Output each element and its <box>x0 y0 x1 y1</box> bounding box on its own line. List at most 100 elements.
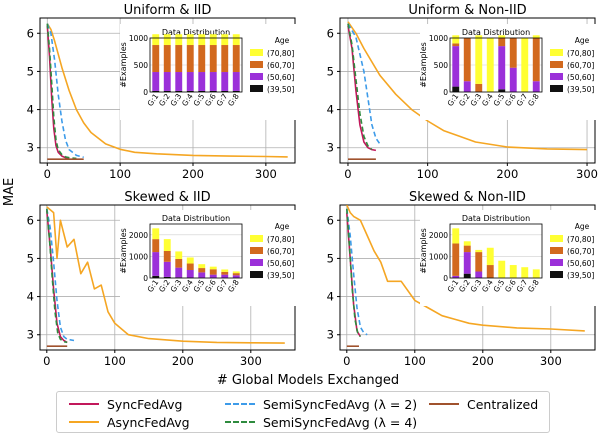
y-tick-label: 4 <box>27 290 34 304</box>
inset-bar-segment <box>452 275 460 278</box>
inset-legend-swatch <box>250 235 263 242</box>
x-tick-label: 200 <box>182 167 204 181</box>
panel-title: Uniform & Non-IID <box>408 3 526 18</box>
legend-swatch-sync <box>69 403 99 405</box>
x-tick-label: 0 <box>43 354 50 368</box>
inset-bar-segment <box>486 38 494 92</box>
inset-bar-segment <box>463 241 471 246</box>
inset-bar-segment <box>163 34 171 46</box>
inset-bar-segment <box>175 72 183 91</box>
legend: SyncFedAvg AsyncFedAvg SemiSyncFedAvg (λ… <box>56 391 550 433</box>
panel-1: Uniform & IID 0 100 200 300 3 4 5 6 Data Distribu… <box>27 3 322 181</box>
legend-item-central: Centralized <box>429 395 538 413</box>
inset-bar-segment <box>198 72 206 91</box>
inset-bar-segment <box>475 35 483 84</box>
inset-y-tick-label: 0 <box>443 274 448 283</box>
inset-frame <box>149 223 243 279</box>
inset-legend-swatch <box>250 61 263 68</box>
panel-title: Skewed & IID <box>124 190 210 205</box>
panel-2: Uniform & Non-IID 0 100 200 300 3 4 5 6 Data Dist… <box>327 3 602 181</box>
legend-label-sync: SyncFedAvg <box>107 396 183 412</box>
series-line-semi4 <box>347 23 373 151</box>
inset-legend-swatch <box>250 73 263 80</box>
inset-ylabel: #Examples <box>419 228 428 274</box>
inset-y-tick-label: 2000 <box>429 231 448 240</box>
inset-bar-segment <box>186 270 194 278</box>
inset-legend-label: (39,50] <box>267 271 294 280</box>
inset-bar-segment <box>532 38 540 82</box>
inset-y-tick-label: 500 <box>134 61 149 70</box>
legend-swatch-semi4 <box>225 421 255 423</box>
x-tick-label: 0 <box>343 354 350 368</box>
inset-bar-segment <box>221 45 229 73</box>
inset-bar-segment <box>152 72 160 91</box>
inset-bar-segment <box>209 72 217 91</box>
inset-legend-label: (50,60] <box>567 73 594 82</box>
inset-bar-segment <box>498 35 506 38</box>
legend-label-central: Centralized <box>467 396 539 412</box>
x-tick-label: 300 <box>240 354 262 368</box>
inset-bar-segment <box>475 249 483 253</box>
inset-bar-segment <box>475 271 483 278</box>
x-tick-label: 0 <box>344 167 351 181</box>
inset-bar-segment <box>475 252 483 272</box>
panel-4: Skewed & Non-IID 0 100 200 300 3 4 5 6 Data Distr… <box>327 190 602 368</box>
inset-bar-segment <box>163 251 171 262</box>
inset-bar-segment <box>463 252 471 274</box>
inset-bar-segment <box>163 239 171 251</box>
series-group <box>46 206 285 348</box>
inset-bar-segment <box>452 86 460 92</box>
panel-title: Uniform & IID <box>124 3 212 18</box>
inset-bar-segment <box>463 81 471 92</box>
x-tick-label: 300 <box>255 167 277 181</box>
inset-legend-label: (50,60] <box>267 73 294 82</box>
y-tick-label: 4 <box>27 103 34 117</box>
inset-legend-label: (39,50] <box>567 271 594 280</box>
series-line-async <box>46 206 285 344</box>
inset-bar-segment <box>209 266 217 270</box>
inset-bar-segment <box>232 273 240 276</box>
inset-bar-segment <box>498 46 506 90</box>
series-line-async <box>346 205 585 332</box>
y-tick-label: 3 <box>27 328 34 342</box>
series-group <box>346 205 585 348</box>
inset-title: Data Distribution <box>462 28 530 37</box>
inset-legend-title: Age <box>575 36 590 45</box>
series-group <box>46 23 288 160</box>
inset-1: Data Distribution#Examples05001000G:1G:2… <box>119 24 322 120</box>
inset-legend-swatch <box>250 247 263 254</box>
inset-y-tick-label: 0 <box>443 88 448 97</box>
inset-bar-segment <box>175 251 183 259</box>
inset-bar-segment <box>186 45 194 73</box>
legend-label-async: AsyncFedAvg <box>107 414 190 430</box>
inset-bar-segment <box>209 90 217 92</box>
inset-bar-segment <box>198 268 206 273</box>
inset-bar-segment <box>221 72 229 91</box>
series-line-async <box>347 21 588 151</box>
inset-bar-segment <box>175 258 183 268</box>
inset-bar-segment <box>198 264 206 269</box>
inset-bar-segment <box>486 247 494 266</box>
series-line-semi2 <box>46 23 84 159</box>
inset-bar-segment <box>175 34 183 46</box>
y-tick-label: 3 <box>327 141 334 155</box>
legend-swatch-async <box>69 421 99 423</box>
x-tick-label: 200 <box>172 354 194 368</box>
x-tick-label: 100 <box>109 167 131 181</box>
x-tick-label: 100 <box>104 354 126 368</box>
inset-bar-segment <box>152 275 160 278</box>
inset-legend-label: (70,80] <box>567 235 594 244</box>
x-tick-label: 0 <box>44 167 51 181</box>
x-tick-label: 100 <box>417 167 439 181</box>
inset-y-tick-label: 1000 <box>129 34 148 43</box>
y-tick-label: 5 <box>27 64 34 78</box>
inset-legend-swatch <box>550 247 563 254</box>
inset-legend-label: (60,70] <box>567 247 594 256</box>
inset-legend-swatch <box>550 235 563 242</box>
inset-legend-swatch <box>550 49 563 56</box>
y-tick-label: 6 <box>27 213 34 227</box>
inset-legend-label: (39,50] <box>267 85 294 94</box>
y-tick-label: 6 <box>327 213 334 227</box>
inset-bar-segment <box>198 34 206 46</box>
